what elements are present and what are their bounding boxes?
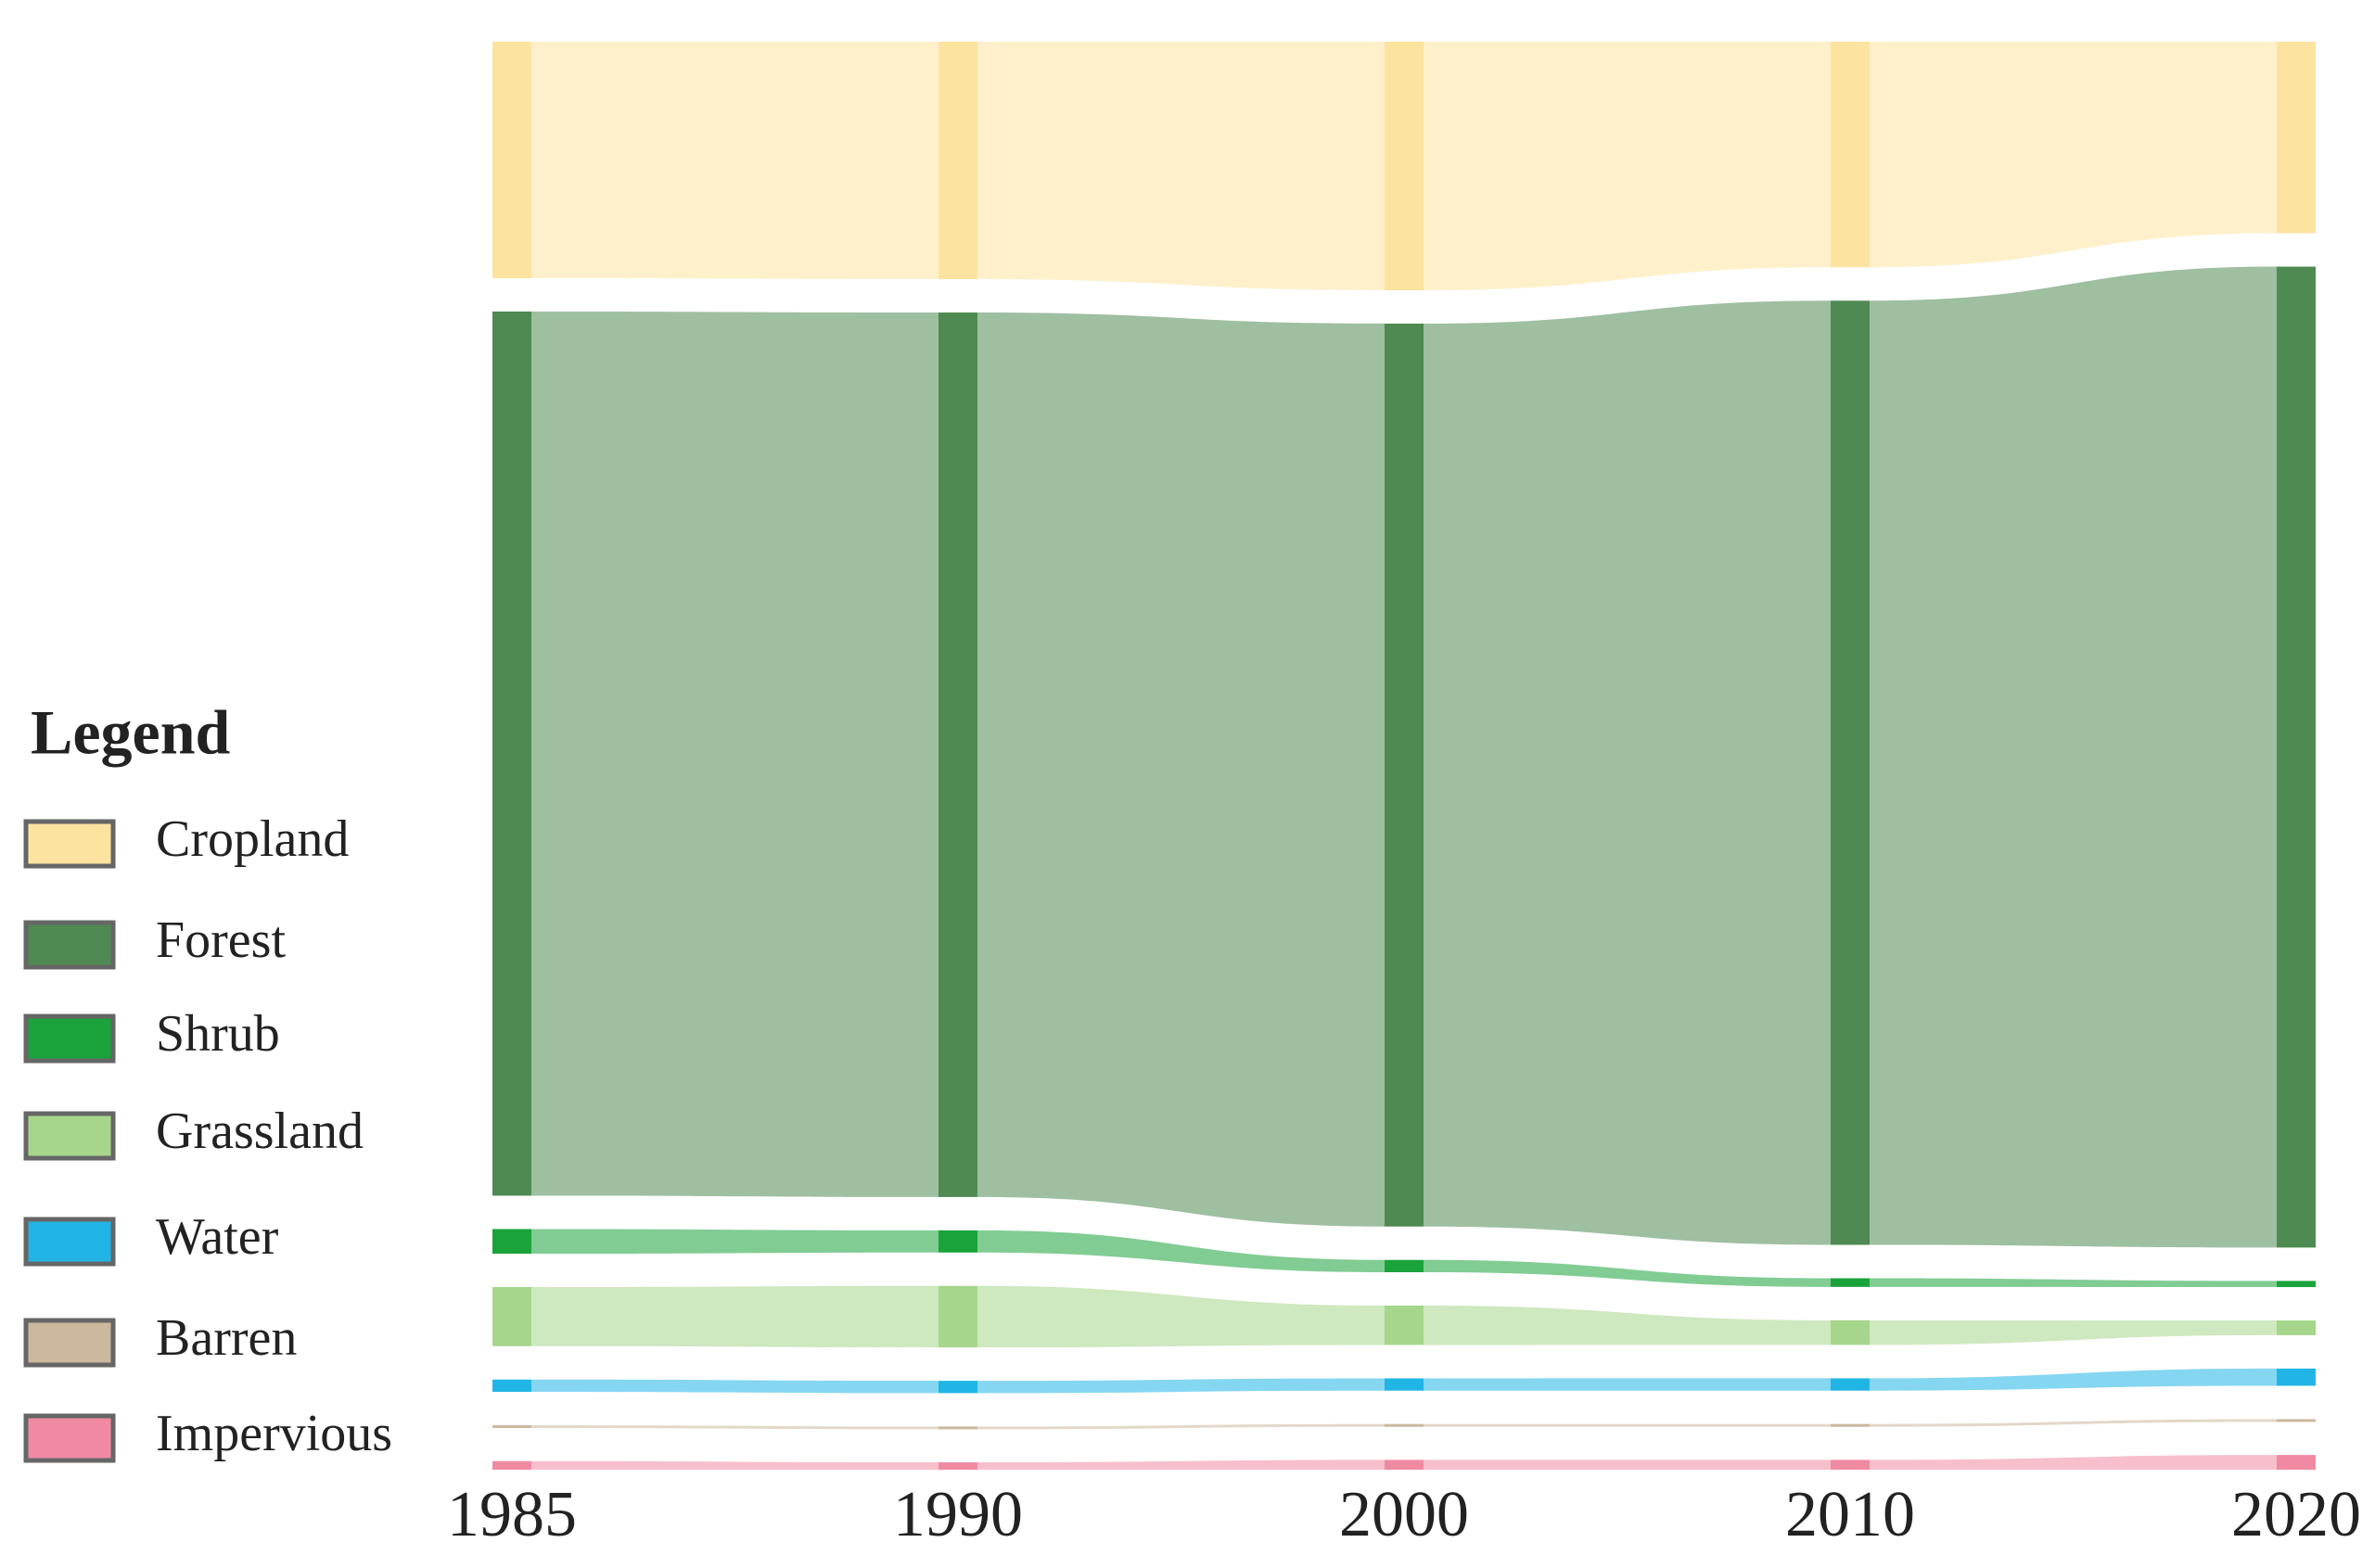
legend-label: Water [156, 1208, 279, 1266]
node [492, 1425, 531, 1429]
node [492, 1229, 531, 1255]
node [939, 42, 977, 280]
legend-label: Shrub [156, 1005, 280, 1063]
node [2277, 1368, 2316, 1386]
flow [977, 1378, 1385, 1394]
flow [977, 1285, 1385, 1348]
flow [1424, 1378, 1831, 1391]
node [492, 1379, 531, 1393]
flow [977, 42, 1385, 290]
node [939, 312, 977, 1197]
flow [1424, 1259, 1831, 1287]
node [492, 311, 531, 1196]
node [2277, 1455, 2316, 1470]
legend-label: Cropland [156, 810, 349, 868]
legend-label: Barren [156, 1309, 297, 1367]
node [1831, 1423, 1870, 1427]
node [1831, 1460, 1870, 1470]
legend-swatch [23, 1413, 116, 1463]
legend-swatch [23, 819, 116, 869]
node [1385, 1306, 1424, 1345]
flow [1424, 1306, 1831, 1345]
node [1831, 42, 1870, 268]
flow [1870, 1455, 2277, 1470]
node [1385, 42, 1424, 290]
flow [531, 42, 939, 280]
flow [1424, 1423, 1831, 1427]
flow [1870, 266, 2277, 1248]
node [1831, 1378, 1870, 1391]
flow [531, 1285, 939, 1348]
node [1831, 1319, 1870, 1345]
node [2277, 1419, 2316, 1422]
flow [531, 1229, 939, 1255]
legend-label: Forest [156, 911, 286, 969]
legend-label: Grassland [156, 1103, 364, 1160]
node [1385, 1460, 1424, 1470]
x-tick-label: 2020 [2231, 1479, 2361, 1550]
legend-label: Impervious [156, 1405, 392, 1462]
flow [1870, 42, 2277, 268]
node [939, 1230, 977, 1253]
legend-swatch [23, 1013, 116, 1064]
flow [977, 1460, 1385, 1470]
flow [1424, 1460, 1831, 1470]
flow [977, 1423, 1385, 1430]
node [2277, 1320, 2316, 1335]
node [2277, 1281, 2316, 1288]
x-tick-label: 1990 [893, 1479, 1023, 1550]
flow [1424, 42, 1831, 290]
legend-swatch [23, 1318, 116, 1368]
legend-swatch [23, 1111, 116, 1161]
legend-title: Legend [31, 697, 231, 768]
node [492, 42, 531, 278]
node [939, 1381, 977, 1394]
node [939, 1426, 977, 1430]
flow [531, 1425, 939, 1430]
flow [977, 1230, 1385, 1273]
node [1385, 323, 1424, 1227]
flow [531, 311, 939, 1197]
node [2277, 266, 2316, 1248]
flow [531, 1379, 939, 1394]
flow [1870, 1278, 2277, 1288]
flow [531, 1460, 939, 1470]
legend-swatch [23, 1217, 116, 1267]
flow [1424, 300, 1831, 1245]
node [1385, 1378, 1424, 1391]
x-tick-label: 2010 [1785, 1479, 1915, 1550]
flow [977, 312, 1385, 1227]
node [939, 1462, 977, 1470]
x-tick-label: 2000 [1339, 1479, 1469, 1550]
node [1385, 1259, 1424, 1273]
node [1385, 1423, 1424, 1427]
legend-swatch [23, 920, 116, 970]
node [2277, 42, 2316, 234]
node [939, 1285, 977, 1348]
x-tick-label: 1985 [447, 1479, 577, 1550]
flow [1870, 1419, 2277, 1427]
flow [1870, 1368, 2277, 1391]
node [1831, 300, 1870, 1245]
flow [1870, 1319, 2277, 1345]
node [492, 1287, 531, 1346]
node [1831, 1278, 1870, 1287]
node [492, 1460, 531, 1470]
